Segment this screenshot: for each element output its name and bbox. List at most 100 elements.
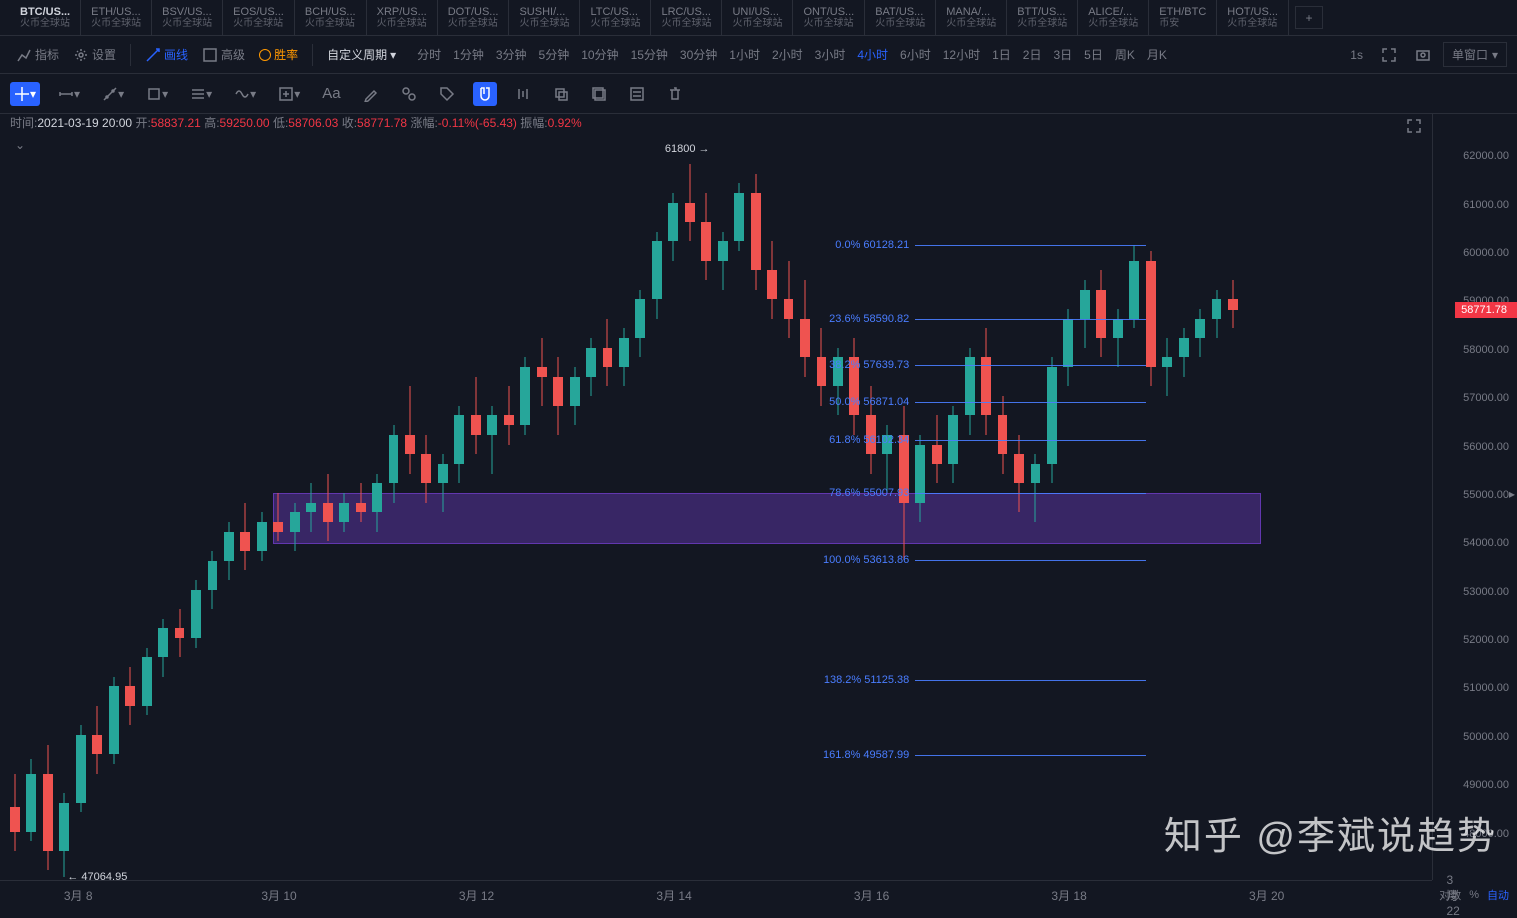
advanced-button[interactable]: 高级 — [196, 42, 251, 67]
fib-line[interactable] — [915, 402, 1145, 403]
y-tick: 50000.00 — [1463, 731, 1509, 743]
timeframe-button[interactable]: 5日 — [1079, 42, 1108, 67]
wave-tool[interactable]: ▾ — [230, 82, 260, 106]
ruler-tool[interactable]: ▾ — [54, 82, 84, 106]
timeframe-button[interactable]: 4小时 — [852, 42, 893, 67]
pair-tab[interactable]: BAT/US...火币全球站 — [865, 0, 936, 35]
pair-tab[interactable]: SUSHI/...火币全球站 — [509, 0, 580, 35]
shape-tool[interactable]: ▾ — [142, 82, 172, 106]
fib-label: 138.2% 51125.38 — [824, 674, 909, 686]
fullscreen-icon[interactable] — [1375, 43, 1403, 67]
timeframe-button[interactable]: 2小时 — [767, 42, 808, 67]
timeframe-button[interactable]: 1分钟 — [448, 42, 489, 67]
pair-tab[interactable]: UNI/US...火币全球站 — [722, 0, 793, 35]
x-tick: 3月 12 — [459, 887, 494, 904]
pair-tab[interactable]: BCH/US...火币全球站 — [295, 0, 367, 35]
winrate-button[interactable]: 胜率 — [253, 42, 304, 67]
pair-tab[interactable]: DOT/US...火币全球站 — [438, 0, 510, 35]
price-arrow-icon[interactable]: ▸ — [1509, 487, 1515, 501]
x-tick: 3月 14 — [656, 887, 691, 904]
fib-label: 161.8% 49587.99 — [823, 749, 909, 761]
fib-line[interactable] — [915, 680, 1145, 681]
pair-tab[interactable]: ONT/US...火币全球站 — [793, 0, 865, 35]
y-tick: 61000.00 — [1463, 199, 1509, 211]
pair-tab[interactable]: ALICE/...火币全球站 — [1078, 0, 1149, 35]
x-tick: 3月 18 — [1051, 887, 1086, 904]
pair-tab[interactable]: MANA/...火币全球站 — [936, 0, 1007, 35]
draw-button[interactable]: 画线 — [139, 42, 194, 67]
fib-line[interactable] — [915, 319, 1145, 320]
fib-label: 0.0% 60128.21 — [835, 239, 909, 251]
layers-tool[interactable] — [587, 82, 611, 106]
y-tick: 57000.00 — [1463, 392, 1509, 404]
timeframe-button[interactable]: 周K — [1110, 42, 1140, 67]
sec-label: 1s — [1344, 44, 1369, 66]
timeframe-button[interactable]: 3小时 — [810, 42, 851, 67]
indicator-button[interactable]: 指标 — [10, 42, 65, 67]
y-tick: 49000.00 — [1463, 779, 1509, 791]
fib-label: 23.6% 58590.82 — [829, 313, 909, 325]
cursor-tool[interactable]: ▾ — [10, 82, 40, 106]
camera-icon[interactable] — [1409, 43, 1437, 67]
pair-tab[interactable]: LRC/US...火币全球站 — [651, 0, 722, 35]
demand-zone-rect[interactable] — [273, 493, 1261, 544]
timeframe-button[interactable]: 12小时 — [938, 42, 985, 67]
delete-tool[interactable] — [663, 82, 687, 106]
y-tick: 55000.00 — [1463, 489, 1509, 501]
pair-tab[interactable]: LTC/US...火币全球站 — [580, 0, 651, 35]
timeframe-button[interactable]: 10分钟 — [576, 42, 623, 67]
fib-line[interactable] — [915, 440, 1145, 441]
timeframe-button[interactable]: 3分钟 — [491, 42, 532, 67]
pattern-tool[interactable] — [397, 82, 421, 106]
pair-tab[interactable]: EOS/US...火币全球站 — [223, 0, 295, 35]
text-tool[interactable]: Aa — [318, 81, 344, 106]
fib-line[interactable] — [915, 365, 1145, 366]
y-tick: 56000.00 — [1463, 441, 1509, 453]
timeframe-button[interactable]: 月K — [1142, 42, 1172, 67]
pct-toggle[interactable]: % — [1469, 889, 1479, 901]
fib-line[interactable] — [915, 755, 1145, 756]
y-tick: 51000.00 — [1463, 682, 1509, 694]
timeframe-button[interactable]: 1日 — [987, 42, 1016, 67]
auto-toggle[interactable]: 自动 — [1487, 887, 1509, 903]
pair-tab[interactable]: ETH/US...火币全球站 — [81, 0, 152, 35]
pair-tab[interactable]: ETH/BTC币安 — [1149, 0, 1217, 35]
candle-pattern-tool[interactable] — [511, 82, 535, 106]
lines-tool[interactable]: ▾ — [186, 82, 216, 106]
timeframe-button[interactable]: 分时 — [412, 42, 446, 67]
fib-label: 50.0% 56871.04 — [829, 396, 909, 408]
fib-label: 78.6% 55007.93 — [829, 487, 909, 499]
fib-label: 100.0% 53613.86 — [823, 554, 909, 566]
brush-tool[interactable] — [359, 82, 383, 106]
custom-period-dropdown[interactable]: 自定义周期 ▾ — [321, 42, 402, 67]
log-toggle[interactable]: 对数 — [1439, 887, 1461, 903]
pair-tab[interactable]: XRP/US...火币全球站 — [367, 0, 438, 35]
fib-line[interactable] — [915, 560, 1145, 561]
timeframe-button[interactable]: 30分钟 — [675, 42, 722, 67]
timeframe-button[interactable]: 6小时 — [895, 42, 936, 67]
settings-button[interactable]: 设置 — [67, 42, 122, 67]
fib-line[interactable] — [915, 493, 1145, 494]
timeframe-button[interactable]: 15分钟 — [626, 42, 673, 67]
window-mode-dropdown[interactable]: 单窗口 ▾ — [1443, 42, 1507, 67]
list-tool[interactable] — [625, 82, 649, 106]
timeframe-button[interactable]: 1小时 — [724, 42, 765, 67]
y-tick: 58000.00 — [1463, 344, 1509, 356]
prediction-tool[interactable]: ▾ — [274, 82, 304, 106]
fib-line[interactable] — [915, 245, 1145, 246]
trend-tool[interactable]: ▾ — [98, 82, 128, 106]
pair-tab[interactable]: BTT/US...火币全球站 — [1007, 0, 1078, 35]
pair-tab[interactable]: HOT/US...火币全球站 — [1217, 0, 1289, 35]
current-price-tag: 58771.78 — [1455, 302, 1517, 318]
pair-tab[interactable]: BSV/US...火币全球站 — [152, 0, 223, 35]
timeframe-button[interactable]: 2日 — [1018, 42, 1047, 67]
timeframe-button[interactable]: 3日 — [1048, 42, 1077, 67]
pair-tab[interactable]: BTC/US...火币全球站 — [10, 0, 81, 35]
x-tick: 3月 16 — [854, 887, 889, 904]
add-tab-button[interactable]: + — [1295, 6, 1323, 29]
magnet-tool[interactable] — [473, 82, 497, 106]
timeframe-button[interactable]: 5分钟 — [534, 42, 575, 67]
y-tick: 52000.00 — [1463, 634, 1509, 646]
tag-tool[interactable] — [435, 82, 459, 106]
copy-tool[interactable] — [549, 82, 573, 106]
